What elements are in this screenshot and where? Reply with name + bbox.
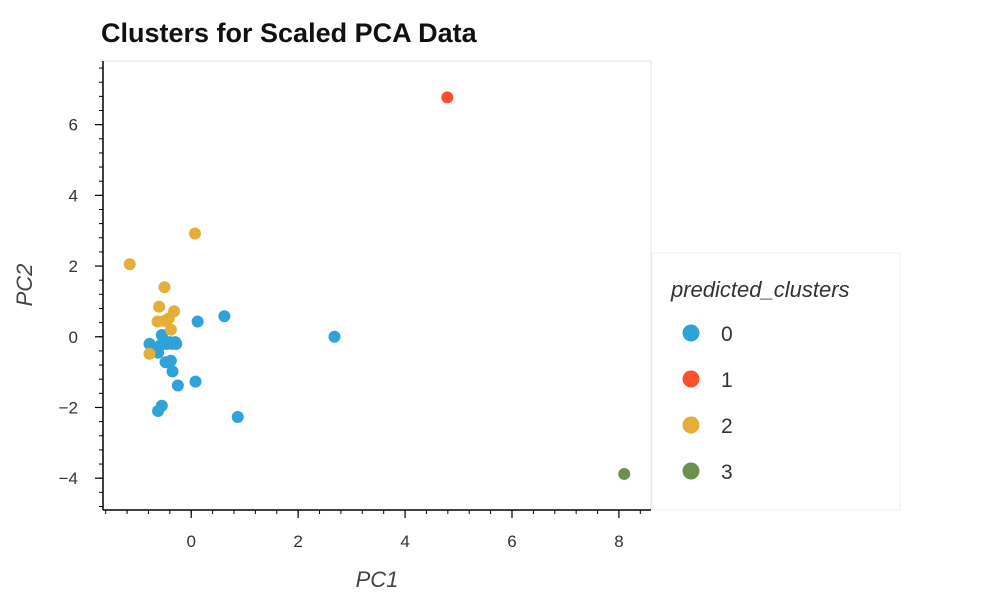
data-point-cluster-0 [328, 330, 341, 343]
y-tick-label: −2 [59, 398, 78, 417]
plot-area [102, 60, 652, 511]
y-tick-label: −4 [59, 469, 78, 488]
data-point-cluster-0 [191, 315, 204, 328]
legend-marker-2 [682, 416, 700, 434]
data-point-cluster-2 [123, 258, 136, 271]
data-point-cluster-2 [153, 300, 166, 313]
data-points [123, 91, 631, 480]
data-point-cluster-2 [143, 347, 156, 360]
y-tick-label: 4 [69, 186, 78, 205]
x-tick-label: 6 [507, 532, 516, 551]
x-axis: 0 2 4 6 8 [103, 509, 651, 551]
chart-title: Clusters for Scaled PCA Data [101, 18, 478, 48]
data-point-cluster-0 [231, 411, 244, 424]
y-tick-label: 6 [69, 116, 78, 135]
data-point-cluster-0 [166, 365, 179, 378]
x-tick-label: 8 [614, 532, 623, 551]
x-tick-label: 2 [293, 532, 302, 551]
data-point-cluster-3 [618, 467, 631, 480]
legend-label-2: 2 [721, 415, 733, 438]
y-axis-label: PC2 [12, 264, 37, 307]
data-point-cluster-2 [188, 227, 201, 240]
data-point-cluster-0 [189, 375, 202, 388]
data-point-cluster-0 [164, 354, 177, 367]
legend-marker-1 [682, 370, 700, 388]
data-point-cluster-0 [218, 310, 231, 323]
data-point-cluster-2 [164, 323, 177, 336]
data-point-cluster-1 [441, 91, 454, 104]
y-tick-label: 2 [69, 257, 78, 276]
legend: predicted_clusters 0 1 2 3 [651, 252, 901, 511]
legend-label-0: 0 [721, 323, 733, 346]
legend-marker-0 [682, 324, 700, 342]
data-point-cluster-0 [171, 379, 184, 392]
data-point-cluster-0 [152, 405, 165, 418]
legend-marker-3 [682, 462, 700, 480]
x-axis-label: PC1 [356, 567, 399, 592]
legend-label-1: 1 [721, 369, 733, 392]
data-point-cluster-0 [166, 337, 179, 350]
data-point-cluster-2 [158, 314, 171, 327]
x-tick-label: 0 [186, 532, 195, 551]
legend-title: predicted_clusters [670, 277, 850, 302]
y-axis: −4 −2 0 2 4 6 [59, 61, 104, 510]
x-tick-label: 4 [400, 532, 409, 551]
legend-label-3: 3 [721, 461, 733, 484]
data-point-cluster-2 [158, 281, 171, 294]
y-tick-label: 0 [69, 328, 78, 347]
